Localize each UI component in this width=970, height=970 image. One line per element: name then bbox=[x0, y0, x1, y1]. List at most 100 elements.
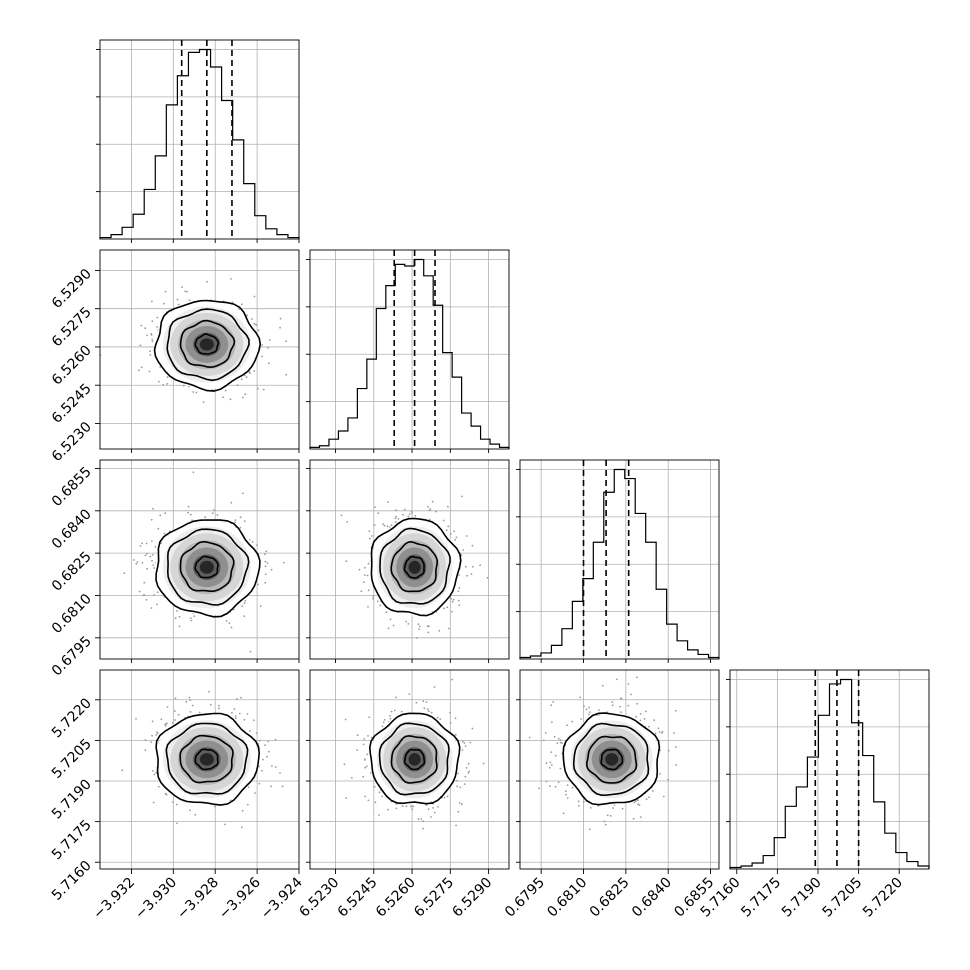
scatter-point bbox=[177, 713, 180, 716]
scatter-point bbox=[450, 597, 452, 600]
scatter-point bbox=[620, 697, 623, 700]
scatter-point bbox=[636, 676, 638, 679]
scatter-point bbox=[468, 770, 471, 773]
scatter-point bbox=[151, 720, 154, 723]
scatter-point bbox=[188, 299, 191, 302]
contour-line bbox=[194, 555, 219, 579]
contour-line bbox=[368, 712, 461, 805]
scatter-point bbox=[638, 804, 641, 806]
scatter-point bbox=[454, 733, 457, 736]
scatter-point bbox=[465, 767, 468, 769]
scatter-point bbox=[247, 786, 250, 788]
scatter-point bbox=[265, 550, 268, 553]
scatter-point bbox=[579, 696, 581, 699]
scatter-point bbox=[185, 700, 188, 703]
scatter-point bbox=[420, 818, 423, 820]
scatter-point bbox=[358, 568, 361, 571]
scatter-point bbox=[365, 765, 368, 768]
scatter-point bbox=[469, 741, 472, 744]
contour-line bbox=[155, 712, 261, 806]
scatter-point bbox=[189, 617, 192, 620]
scatter-point bbox=[658, 731, 661, 733]
scatter-point bbox=[577, 800, 580, 803]
scatter-point bbox=[645, 798, 648, 800]
scatter-point bbox=[187, 511, 189, 514]
contour-line bbox=[378, 722, 450, 796]
scatter-point bbox=[159, 366, 162, 368]
scatter-point bbox=[363, 581, 365, 584]
contour-line bbox=[155, 519, 261, 618]
scatter-point bbox=[381, 795, 384, 798]
y-tick-label: 5.7220 bbox=[49, 695, 95, 741]
scatter-point bbox=[431, 500, 434, 503]
scatter-point bbox=[428, 518, 431, 521]
scatter-point bbox=[438, 629, 441, 632]
y-tick-label: 6.5245 bbox=[49, 381, 95, 427]
scatter-point bbox=[240, 826, 243, 829]
scatter-point bbox=[401, 805, 404, 808]
y-tick-label: 6.5260 bbox=[49, 342, 95, 388]
scatter-point bbox=[302, 809, 304, 811]
histogram-step bbox=[99, 48, 300, 239]
scatter-point bbox=[448, 627, 450, 630]
scatter-point bbox=[374, 506, 376, 509]
scatter-point bbox=[281, 785, 284, 788]
scatter-point bbox=[637, 799, 639, 802]
scatter-point bbox=[253, 295, 256, 298]
scatter-point bbox=[279, 317, 282, 320]
density-panel-2-0 bbox=[99, 459, 300, 660]
contour-line bbox=[194, 333, 220, 355]
scatter-point bbox=[141, 542, 144, 545]
scatter-point bbox=[241, 492, 244, 495]
scatter-point bbox=[368, 716, 371, 719]
scatter-point bbox=[580, 718, 582, 720]
scatter-point bbox=[178, 615, 181, 618]
scatter-point bbox=[385, 611, 388, 614]
scatter-point bbox=[270, 785, 272, 788]
density-level bbox=[408, 560, 421, 574]
scatter-point bbox=[637, 803, 639, 805]
y-tick-label: 5.7175 bbox=[49, 817, 95, 863]
scatter-point bbox=[144, 749, 147, 752]
scatter-point bbox=[369, 772, 372, 774]
scatter-point bbox=[156, 603, 159, 606]
scatter-point bbox=[528, 736, 531, 739]
scatter-point bbox=[162, 383, 165, 386]
scatter-point bbox=[143, 581, 146, 584]
scatter-point bbox=[285, 340, 287, 343]
scatter-point bbox=[151, 340, 154, 343]
scatter-point bbox=[588, 713, 590, 716]
scatter-point bbox=[346, 521, 349, 523]
y-tick-label: 5.7190 bbox=[49, 777, 95, 823]
scatter-point bbox=[156, 326, 158, 328]
scatter-point bbox=[285, 373, 288, 376]
scatter-point bbox=[458, 604, 461, 606]
scatter-point bbox=[140, 366, 143, 369]
scatter-point bbox=[166, 706, 169, 708]
scatter-point bbox=[160, 542, 162, 545]
histogram-frame bbox=[729, 669, 930, 870]
contour-line bbox=[562, 712, 661, 806]
scatter-point bbox=[636, 702, 639, 705]
density-frame bbox=[99, 459, 300, 660]
y-tick-label: 0.6825 bbox=[49, 549, 95, 595]
scatter-point bbox=[234, 519, 237, 521]
scatter-point bbox=[455, 824, 457, 827]
scatter-point bbox=[674, 746, 677, 748]
scatter-point bbox=[451, 610, 453, 613]
scatter-point bbox=[400, 710, 403, 713]
density-panel-3-1 bbox=[309, 669, 510, 870]
scatter-point bbox=[564, 790, 567, 792]
scatter-point bbox=[213, 509, 216, 512]
scatter-point bbox=[561, 742, 563, 744]
scatter-point bbox=[150, 741, 153, 743]
scatter-point bbox=[178, 625, 181, 628]
contour-line bbox=[166, 528, 250, 606]
scatter-point bbox=[173, 710, 176, 712]
scatter-point bbox=[239, 516, 242, 519]
scatter-point bbox=[363, 574, 366, 576]
scatter-point bbox=[394, 521, 397, 523]
scatter-point bbox=[458, 587, 461, 589]
scatter-point bbox=[386, 525, 389, 528]
